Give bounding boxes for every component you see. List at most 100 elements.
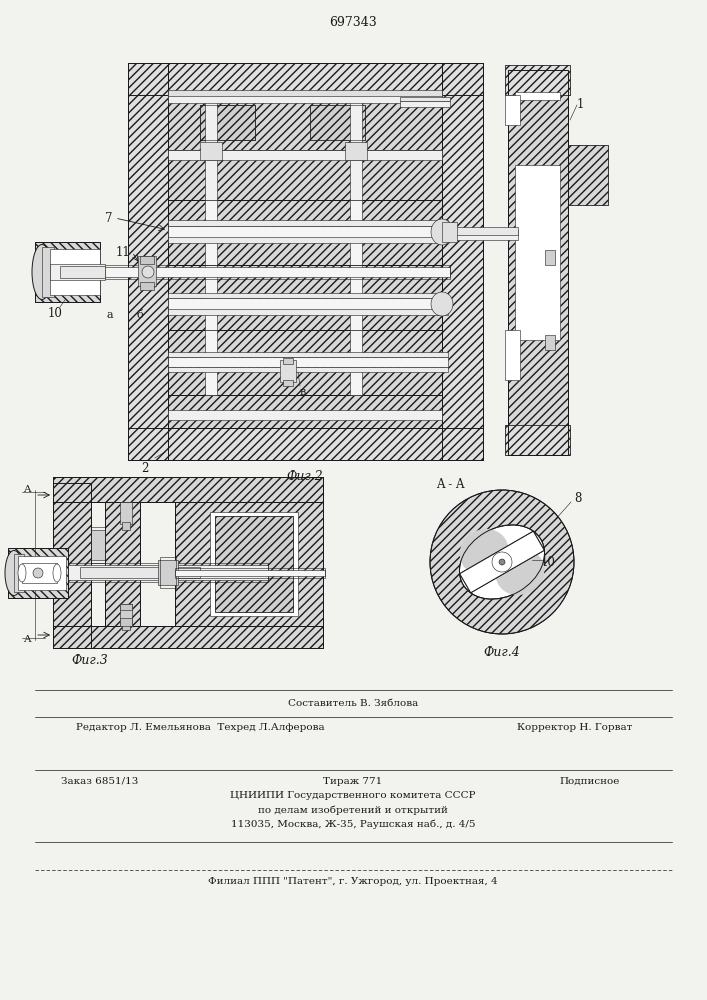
Bar	[120, 604, 132, 626]
Bar	[42, 247, 54, 297]
Ellipse shape	[18, 564, 26, 582]
Bar	[448, 230, 518, 240]
Bar	[505, 95, 520, 125]
Bar	[53, 477, 323, 502]
Text: Подписное: Подписное	[560, 776, 620, 786]
Text: Составитель В. Зяблова: Составитель В. Зяблова	[288, 698, 418, 708]
Bar	[91, 527, 105, 563]
Bar	[168, 395, 442, 428]
Bar	[400, 101, 450, 107]
Circle shape	[33, 568, 43, 578]
Ellipse shape	[431, 292, 453, 316]
Bar	[568, 145, 608, 205]
Bar	[160, 557, 176, 588]
Bar	[568, 145, 608, 205]
Bar	[168, 330, 442, 395]
Bar	[18, 556, 66, 590]
Bar	[508, 70, 568, 455]
Bar	[22, 563, 57, 583]
Bar	[345, 142, 367, 160]
Bar	[105, 502, 140, 626]
Bar	[310, 105, 365, 140]
Bar	[168, 395, 442, 428]
Bar	[168, 90, 442, 96]
Text: A: A	[23, 486, 30, 494]
Bar	[122, 522, 130, 530]
Bar	[100, 267, 450, 277]
Bar	[50, 264, 105, 280]
Text: Заказ 6851/13: Заказ 6851/13	[62, 776, 139, 786]
Bar	[200, 142, 222, 160]
Bar	[442, 63, 483, 460]
Bar	[122, 622, 130, 630]
Bar	[175, 570, 325, 576]
Bar	[205, 95, 217, 200]
Bar	[168, 357, 448, 367]
Ellipse shape	[460, 529, 508, 575]
Bar	[205, 200, 217, 265]
Bar	[200, 105, 255, 140]
Text: A - A: A - A	[436, 479, 464, 491]
Bar	[120, 604, 132, 610]
Bar	[168, 352, 448, 357]
Bar	[128, 63, 168, 460]
Bar	[442, 63, 483, 460]
Bar	[140, 282, 154, 290]
Text: Фиг.4: Фиг.4	[484, 646, 520, 659]
Bar	[505, 65, 570, 95]
Bar	[168, 237, 448, 243]
Bar	[120, 618, 132, 626]
Bar	[448, 227, 518, 235]
Text: в: в	[300, 387, 306, 397]
Bar	[53, 626, 323, 648]
Bar	[460, 531, 544, 593]
Bar	[53, 483, 91, 648]
Bar	[200, 105, 255, 140]
Bar	[168, 150, 442, 160]
Bar	[138, 256, 156, 286]
Circle shape	[430, 490, 574, 634]
Bar	[400, 97, 450, 101]
Bar	[168, 298, 448, 310]
Circle shape	[142, 266, 154, 278]
Bar	[128, 428, 483, 460]
Circle shape	[492, 552, 512, 572]
Ellipse shape	[460, 525, 544, 599]
Text: 8: 8	[574, 491, 582, 504]
Bar	[205, 330, 217, 395]
Bar	[80, 567, 200, 578]
Bar	[283, 358, 293, 364]
Text: а: а	[107, 310, 113, 320]
Bar	[215, 516, 293, 612]
Bar	[68, 563, 268, 582]
Bar	[168, 220, 448, 226]
Bar	[168, 200, 442, 265]
Text: 10: 10	[540, 556, 555, 568]
Bar	[35, 242, 100, 302]
Text: Корректор Н. Горват: Корректор Н. Горват	[518, 724, 633, 732]
Bar	[68, 565, 268, 580]
Bar	[175, 502, 323, 626]
Bar	[205, 265, 217, 330]
Bar	[168, 367, 448, 372]
Bar	[515, 92, 560, 100]
Bar	[53, 626, 323, 648]
Bar	[210, 512, 298, 616]
Ellipse shape	[53, 564, 61, 582]
Bar	[100, 265, 450, 279]
Bar	[53, 483, 91, 648]
Bar	[283, 380, 293, 386]
Bar	[128, 63, 168, 460]
Bar	[215, 516, 293, 612]
Bar	[175, 502, 323, 626]
Bar	[505, 65, 570, 95]
Ellipse shape	[5, 550, 23, 595]
Text: б: б	[136, 310, 144, 320]
Bar	[200, 105, 255, 140]
Bar	[168, 95, 442, 150]
Text: 1: 1	[577, 99, 585, 111]
Bar	[515, 165, 560, 340]
Text: Тираж 771: Тираж 771	[323, 776, 382, 786]
Text: Редактор Л. Емельянова  Техред Л.Алферова: Редактор Л. Емельянова Техред Л.Алферова	[76, 724, 325, 732]
Bar	[168, 150, 442, 200]
